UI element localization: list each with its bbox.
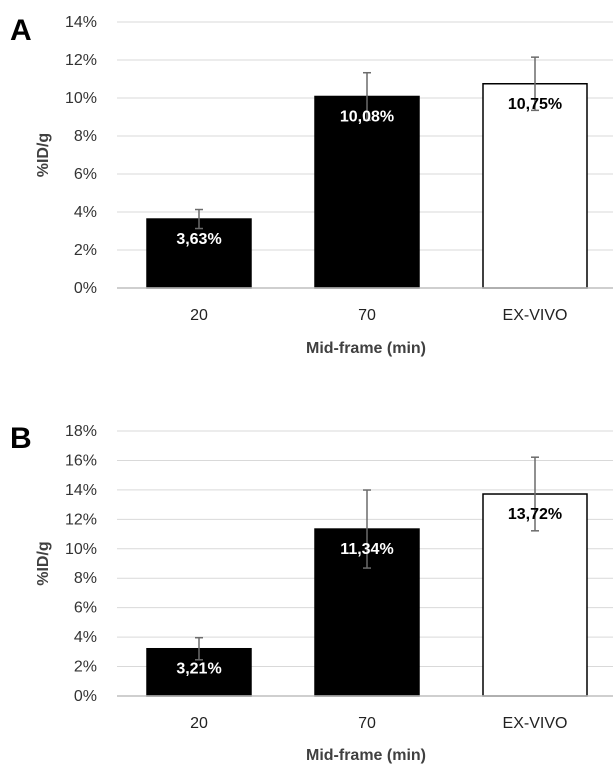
data-label: 10,75% [508,96,562,113]
y-tick-label: 18% [65,423,97,440]
y-tick-label: 6% [74,166,97,183]
panel-b: B 0% 2% 4% 6% 8% 10% 12% 14% 16% 18% 3,21% 20 11,34%… [10,422,613,764]
y-tick-label: 8% [74,570,97,587]
panel-a: A 0% 2% 4% 6% 8% 10% 12% 14% 3,63% 20 10,08% 70 10,7… [10,14,613,357]
data-label: 13,72% [508,506,562,523]
data-label: 3,63% [176,231,221,248]
y-axis-title: %ID/g [35,133,52,177]
y-tick-label: 8% [74,128,97,145]
bar [146,218,252,289]
y-tick-label: 12% [65,511,97,528]
x-tick-label: EX-VIVO [503,715,568,732]
x-tick-label: 20 [190,307,208,324]
error-bar [195,636,203,661]
x-axis-title: Mid-frame (min) [306,747,426,764]
data-label: 10,08% [340,108,394,125]
y-tick-label: 2% [74,242,97,259]
y-tick-label: 14% [65,482,97,499]
error-bar [363,489,371,569]
y-tick-label: 4% [74,629,97,646]
y-tick-label: 10% [65,90,97,107]
panel-b-letter: B [10,422,32,455]
y-axis-title: %ID/g [35,541,52,585]
bar [482,83,588,289]
y-tick-label: 14% [65,14,97,31]
data-label: 11,34% [340,541,393,558]
error-bar [363,71,371,121]
y-tick-label: 6% [74,600,97,617]
panel-a-letter: A [10,14,32,47]
x-axis-title: Mid-frame (min) [306,340,426,357]
x-tick-label: 20 [190,715,208,732]
x-tick-label: 70 [358,307,376,324]
error-bar [531,456,539,532]
error-bar [531,56,539,112]
error-bar [195,208,203,230]
y-tick-label: 12% [65,52,97,69]
y-tick-label: 16% [65,452,97,469]
data-label: 3,21% [176,661,221,678]
x-tick-label: 70 [358,715,376,732]
y-tick-label: 2% [74,659,97,676]
y-tick-label: 10% [65,541,97,558]
x-tick-label: EX-VIVO [503,307,568,324]
y-tick-label: 0% [74,688,97,705]
y-tick-label: 4% [74,204,97,221]
y-tick-label: 0% [74,280,97,297]
